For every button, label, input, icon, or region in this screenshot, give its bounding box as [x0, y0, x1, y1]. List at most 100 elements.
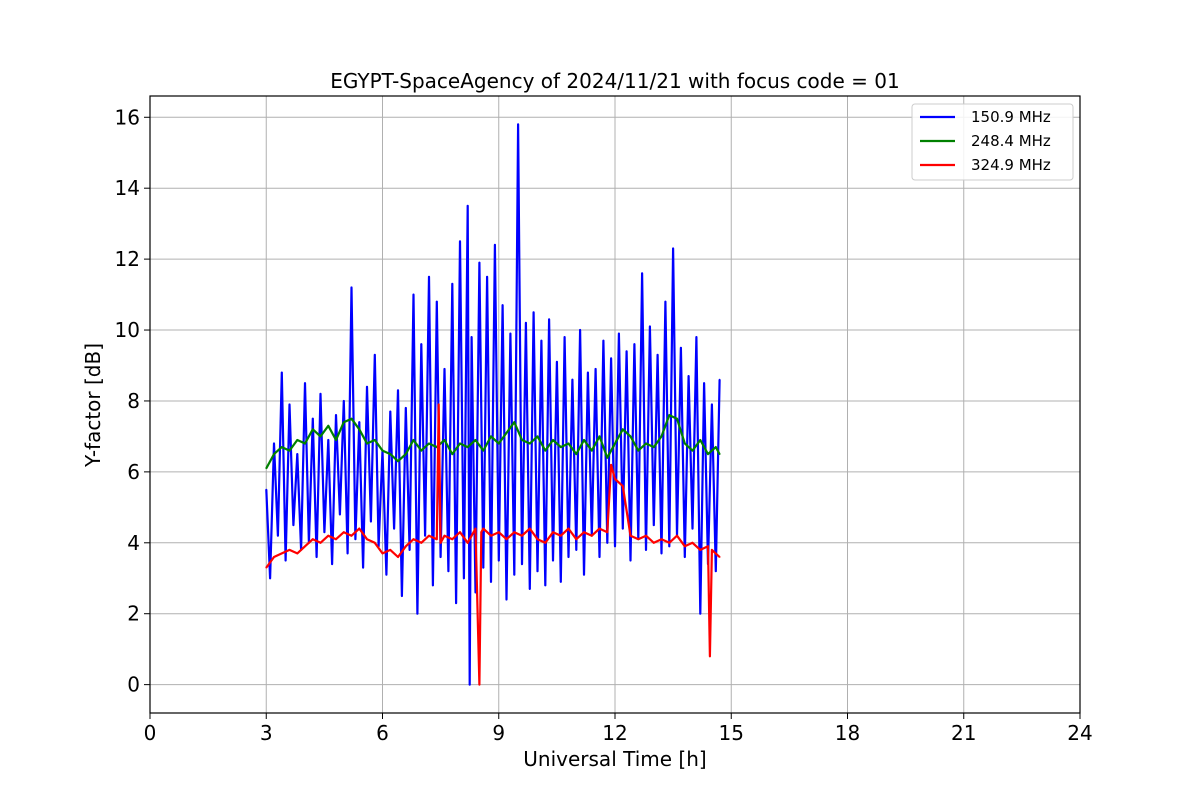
- data-point: [292, 524, 295, 526]
- data-point: [466, 205, 469, 207]
- x-axis-label: Universal Time [h]: [523, 747, 706, 771]
- x-axis: 0 3 6 9 12 15 18 21 24: [144, 713, 1093, 745]
- data-point: [437, 403, 440, 406]
- data-point: [594, 368, 597, 370]
- y-tick-label: 10: [115, 318, 140, 342]
- data-point: [273, 453, 275, 455]
- data-point: [583, 531, 585, 534]
- legend-box: [911, 103, 1074, 181]
- data-point: [346, 552, 349, 555]
- data-point: [327, 424, 330, 427]
- data-point: [490, 580, 492, 583]
- data-point: [711, 549, 713, 551]
- data-point: [311, 538, 314, 541]
- data-point: [668, 414, 671, 416]
- x-tick-label: 18: [835, 721, 860, 745]
- data-point: [598, 556, 601, 558]
- data-point: [474, 527, 477, 530]
- data-point: [660, 435, 663, 438]
- data-point: [718, 556, 721, 558]
- data-point: [428, 534, 430, 537]
- data-point: [482, 566, 485, 569]
- y-tick-label: 16: [115, 105, 140, 129]
- data-point: [381, 552, 384, 555]
- y-tick-label: 8: [127, 389, 140, 413]
- data-point: [273, 442, 275, 445]
- data-point: [645, 442, 647, 445]
- data-point: [439, 541, 442, 544]
- data-point: [641, 272, 643, 275]
- data-point: [517, 123, 519, 126]
- data-point: [468, 683, 471, 686]
- legend-entry: 324.9 MHz: [971, 156, 1051, 174]
- data-point: [660, 538, 663, 541]
- x-tick-label: 0: [144, 721, 157, 745]
- data-point: [478, 261, 481, 264]
- x-tick-label: 12: [602, 721, 627, 745]
- data-point: [567, 556, 570, 558]
- data-point: [699, 439, 702, 441]
- data-point: [296, 552, 299, 555]
- data-point: [691, 449, 694, 452]
- data-point: [571, 378, 574, 381]
- data-point: [327, 439, 330, 441]
- data-point: [525, 322, 527, 324]
- data-point: [618, 332, 620, 335]
- data-point: [521, 534, 523, 537]
- data-point: [342, 531, 345, 534]
- data-point: [482, 527, 485, 530]
- data-point: [552, 439, 554, 441]
- data-point: [490, 534, 492, 537]
- y-tick-label: 0: [127, 673, 140, 697]
- data-point: [331, 563, 333, 565]
- data-point: [497, 559, 500, 562]
- data-point: [563, 336, 566, 338]
- data-point: [435, 538, 438, 541]
- data-point: [451, 453, 454, 455]
- series-3: [265, 403, 721, 686]
- data-point: [373, 541, 376, 544]
- data-point: [536, 538, 539, 541]
- plot-area: [265, 123, 721, 686]
- data-point: [459, 240, 461, 243]
- data-point: [629, 435, 632, 438]
- data-point: [408, 549, 411, 551]
- data-point: [575, 538, 578, 541]
- data-point: [606, 541, 609, 544]
- data-point: [598, 527, 601, 530]
- data-point: [637, 538, 640, 541]
- data-point: [497, 531, 500, 534]
- data-point: [714, 570, 717, 573]
- data-point: [424, 534, 426, 537]
- data-point: [606, 531, 609, 534]
- data-point: [699, 612, 702, 615]
- data-point: [362, 566, 364, 569]
- data-point: [319, 393, 322, 395]
- data-point: [583, 573, 585, 576]
- legend: 150.9 MHz 248.4 MHz 324.9 MHz: [911, 103, 1074, 181]
- chart-title: EGYPT-SpaceAgency of 2024/11/21 with foc…: [330, 69, 899, 93]
- data-point: [718, 453, 721, 455]
- y-tick-label: 12: [115, 247, 140, 271]
- data-point: [463, 577, 465, 580]
- data-point: [269, 577, 271, 580]
- data-point: [451, 283, 454, 285]
- legend-entry: 248.4 MHz: [971, 132, 1051, 150]
- data-point: [707, 453, 709, 455]
- x-tick-label: 9: [492, 721, 505, 745]
- data-point: [288, 449, 291, 452]
- data-point: [656, 354, 659, 356]
- data-point: [373, 354, 376, 356]
- data-point: [339, 513, 341, 516]
- data-point: [428, 442, 430, 445]
- data-point: [284, 559, 287, 562]
- data-point: [428, 275, 430, 278]
- data-point: [304, 442, 306, 445]
- data-point: [649, 325, 651, 328]
- data-point: [288, 549, 291, 551]
- data-point: [311, 417, 314, 420]
- data-point: [397, 389, 399, 392]
- data-point: [435, 300, 438, 303]
- data-point: [315, 556, 318, 558]
- data-point: [432, 584, 434, 587]
